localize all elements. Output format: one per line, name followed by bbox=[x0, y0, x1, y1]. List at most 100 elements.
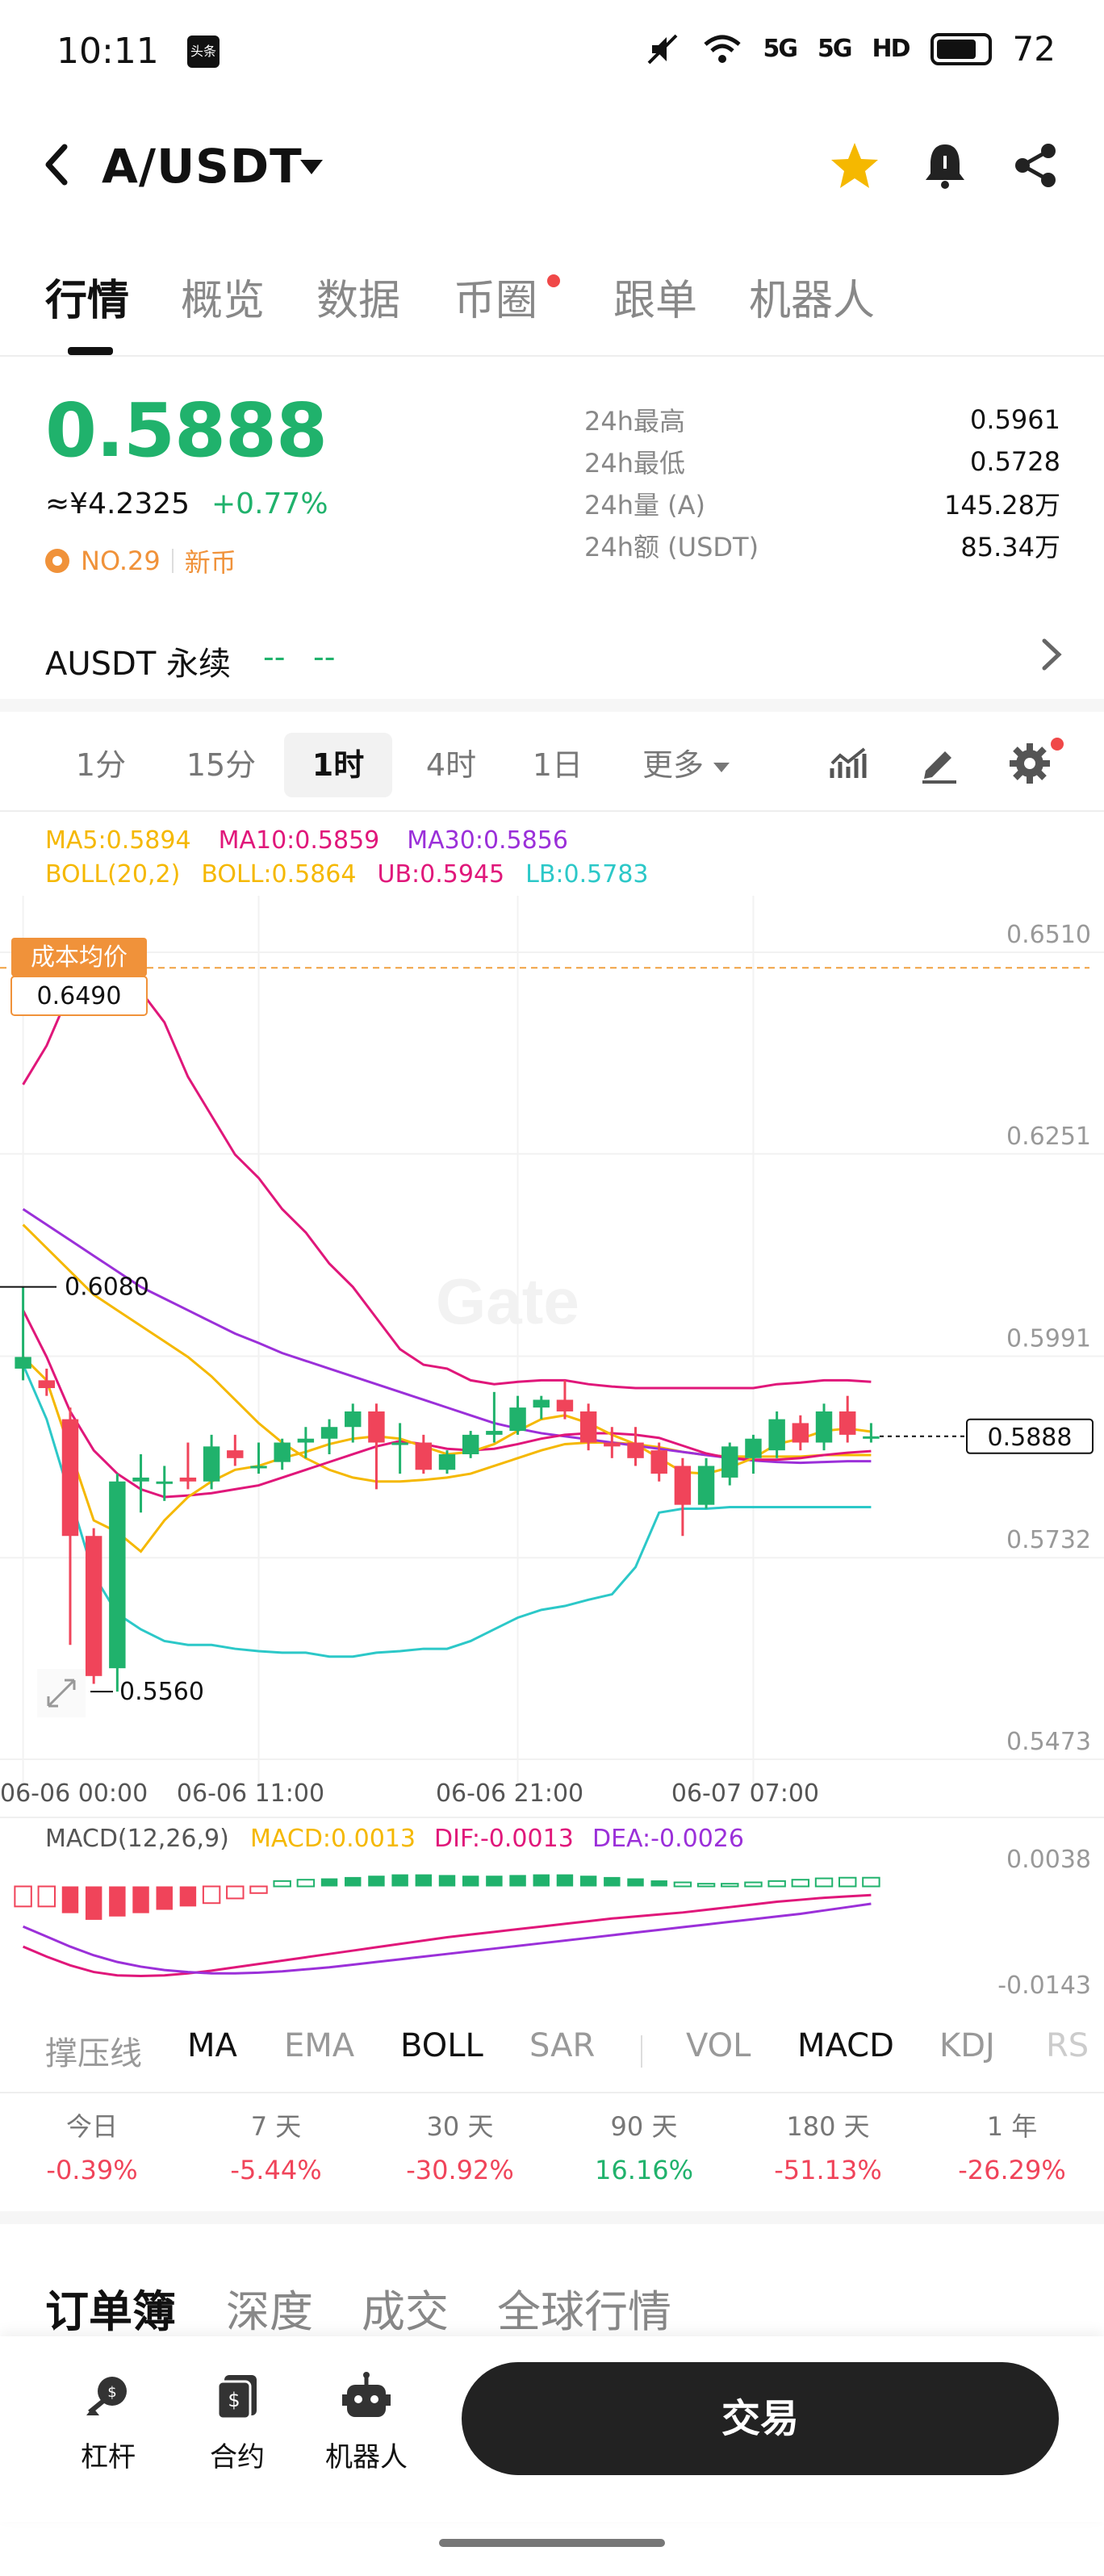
macd-value: MACD:0.0013 bbox=[250, 1825, 416, 1853]
pair-title[interactable]: A/USDT bbox=[102, 139, 303, 194]
boll-value: BOLL:0.5864 bbox=[201, 860, 357, 889]
nav-contract[interactable]: $ 合约 bbox=[181, 2369, 294, 2474]
stat-row: 24h最低 0.5728 bbox=[584, 441, 1060, 483]
tab-orderbook[interactable]: 订单簿 bbox=[45, 2286, 176, 2337]
robot-icon bbox=[338, 2369, 395, 2425]
back-button[interactable] bbox=[40, 140, 89, 197]
indicator-support-resistance[interactable]: 撑压线 bbox=[45, 2035, 142, 2072]
indicator-separator bbox=[641, 2035, 642, 2068]
pair-dropdown-icon[interactable] bbox=[300, 160, 323, 174]
tab-market[interactable]: 行情 bbox=[45, 277, 130, 325]
candle-body bbox=[579, 1411, 597, 1443]
indicator-divider bbox=[0, 2092, 1104, 2093]
tab-copy-trading[interactable]: 跟单 bbox=[613, 277, 698, 325]
nav-robot[interactable]: 机器人 bbox=[310, 2369, 423, 2474]
expand-icon[interactable] bbox=[37, 1669, 86, 1717]
settings-notification-dot bbox=[1051, 738, 1064, 751]
macd-bar bbox=[767, 1880, 786, 1888]
macd-tick-top: 0.0038 bbox=[1006, 1846, 1091, 1874]
candle-body bbox=[815, 1411, 833, 1443]
share-button[interactable] bbox=[1007, 137, 1064, 194]
active-tab-indicator bbox=[68, 347, 113, 355]
macd-bar bbox=[85, 1886, 102, 1920]
dif-line bbox=[23, 1893, 872, 1978]
chart-type-button[interactable] bbox=[823, 738, 875, 789]
tab-data[interactable]: 数据 bbox=[316, 277, 401, 325]
interval-1d[interactable]: 1日 bbox=[532, 747, 583, 783]
tab-depth[interactable]: 深度 bbox=[226, 2286, 313, 2337]
interval-4h[interactable]: 4时 bbox=[425, 747, 477, 783]
cost-average-badge[interactable]: 成本均价 0.6490 bbox=[10, 938, 148, 1016]
perpetual-row[interactable]: AUSDT 永续 -- -- bbox=[0, 621, 1104, 702]
indicator-vol[interactable]: VOL bbox=[686, 2027, 751, 2064]
boll-lb: LB:0.5783 bbox=[525, 860, 649, 889]
rank-row: NO.29 新币 bbox=[45, 542, 236, 579]
chart-line-icon bbox=[830, 747, 867, 778]
nav-leverage[interactable]: $ 杠杆 bbox=[52, 2369, 165, 2474]
candle-body bbox=[863, 1436, 880, 1439]
candle-body bbox=[227, 1450, 244, 1458]
tab-global-market[interactable]: 全球行情 bbox=[497, 2286, 671, 2337]
indicator-ema[interactable]: EMA bbox=[284, 2027, 355, 2064]
macd-bar bbox=[61, 1886, 79, 1913]
candle-body bbox=[604, 1442, 621, 1447]
stat-label: 24h量 (A) bbox=[584, 490, 706, 521]
tab-trades[interactable]: 成交 bbox=[362, 2286, 449, 2337]
notification-dot bbox=[547, 274, 560, 287]
draw-tool-button[interactable] bbox=[914, 738, 965, 789]
macd-bar bbox=[533, 1874, 550, 1887]
interval-more[interactable]: 更多 bbox=[629, 733, 742, 797]
stat-value: 0.5961 bbox=[970, 404, 1060, 435]
macd-bar bbox=[462, 1876, 479, 1887]
macd-bar bbox=[862, 1876, 880, 1888]
macd-bar bbox=[320, 1878, 338, 1887]
candle-body bbox=[156, 1481, 173, 1484]
indicator-macd[interactable]: MACD bbox=[797, 2027, 894, 2064]
tab-robot[interactable]: 机器人 bbox=[749, 277, 876, 325]
chevron-right-icon[interactable] bbox=[1039, 634, 1064, 684]
price-cny: ≈¥4.2325 bbox=[45, 487, 190, 521]
candle-body bbox=[768, 1419, 785, 1451]
battery-level: 72 bbox=[1012, 29, 1056, 69]
candle-body bbox=[650, 1450, 667, 1474]
tab-coin-circle[interactable]: 币圈 bbox=[454, 277, 538, 325]
macd-title: MACD(12,26,9) bbox=[45, 1825, 229, 1853]
boll-lb-line bbox=[22, 1364, 872, 1658]
current-price-box bbox=[966, 1418, 1094, 1454]
candle-body bbox=[839, 1411, 856, 1435]
candles bbox=[15, 1286, 880, 1692]
cost-badge-bg bbox=[11, 938, 147, 976]
candle-body bbox=[132, 1477, 149, 1482]
indicator-kdj[interactable]: KDJ bbox=[939, 2027, 995, 2064]
favorite-button[interactable] bbox=[826, 137, 883, 194]
kline-chart[interactable]: Gate 0.6510 0.6251 0.5991 0.5732 0.5473 06-0… bbox=[0, 896, 1104, 2026]
indicator-boll[interactable]: BOLL bbox=[400, 2027, 483, 2064]
high-marker-label: 0.6080 bbox=[65, 1273, 149, 1302]
indicator-sar[interactable]: SAR bbox=[529, 2027, 596, 2064]
candle-body bbox=[15, 1357, 31, 1369]
stat-row: 24h最高 0.5961 bbox=[584, 399, 1060, 441]
new-coin-tag[interactable]: 新币 bbox=[184, 547, 236, 578]
indicator-ma[interactable]: MA bbox=[187, 2027, 237, 2064]
macd-bar bbox=[486, 1876, 503, 1887]
x-tick-label: 06-06 11:00 bbox=[177, 1779, 324, 1808]
tab-overview[interactable]: 概览 bbox=[181, 277, 266, 325]
candle-body bbox=[486, 1431, 503, 1435]
rank-value[interactable]: NO.29 bbox=[81, 546, 161, 576]
interval-1h[interactable]: 1时 bbox=[284, 733, 392, 797]
svg-text:$: $ bbox=[228, 2389, 240, 2411]
indicator-rsi[interactable]: RS bbox=[1046, 2027, 1089, 2064]
stat-value: 85.34万 bbox=[960, 532, 1060, 562]
interval-1m[interactable]: 1分 bbox=[75, 747, 127, 783]
status-right: 5G 5G HD 72 bbox=[644, 29, 1056, 69]
macd-bar bbox=[37, 1885, 56, 1908]
price-alert-button[interactable] bbox=[917, 137, 973, 194]
macd-bar bbox=[509, 1875, 526, 1887]
home-indicator[interactable] bbox=[439, 2539, 665, 2547]
trade-button[interactable]: 交易 bbox=[462, 2362, 1059, 2475]
stat-value: 0.5728 bbox=[970, 446, 1060, 477]
current-price-label: 0.5888 bbox=[988, 1424, 1073, 1452]
interval-15m[interactable]: 15分 bbox=[186, 747, 257, 783]
perf-90d: 90 天 16.16% bbox=[563, 2106, 725, 2185]
chart-settings-button[interactable] bbox=[1004, 738, 1056, 789]
